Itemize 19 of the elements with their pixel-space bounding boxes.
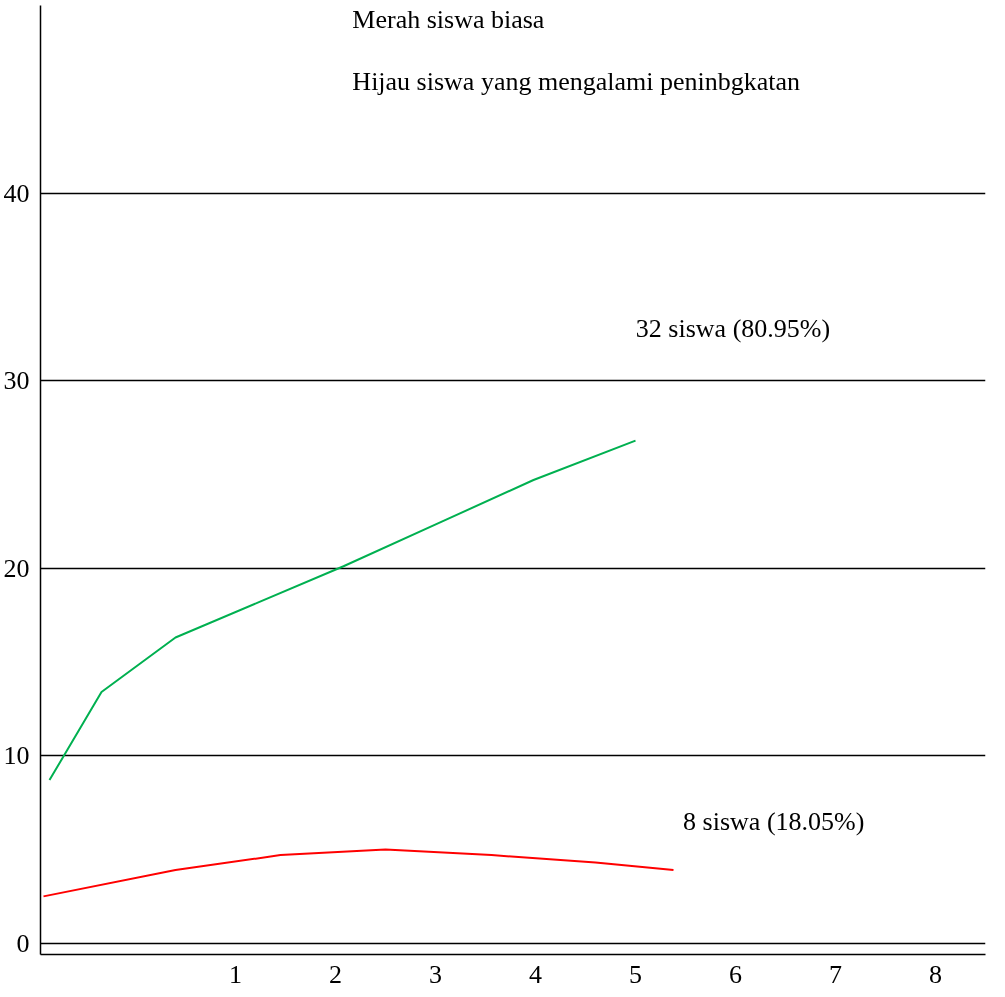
x-tick-label: 2 — [329, 959, 342, 989]
line-series — [48, 439, 637, 782]
annotation: Merah siswa biasa — [352, 5, 545, 35]
x-tick-label: 8 — [929, 959, 942, 989]
x-tick-label: 1 — [229, 959, 242, 989]
x-tick-label: 5 — [629, 959, 642, 989]
annotation: Hijau siswa yang mengalami peninbgkatan — [352, 66, 801, 96]
y-tick-label: 40 — [3, 178, 30, 208]
annotation: 8 siswa (18.05%) — [683, 807, 865, 837]
y-tick-label: 0 — [16, 928, 30, 958]
x-tick-label: 7 — [829, 959, 842, 989]
x-tick-label: 3 — [429, 959, 442, 989]
x-tick-label: 4 — [529, 959, 542, 989]
line-series — [42, 848, 675, 898]
x-tick-label: 6 — [729, 959, 742, 989]
y-tick-label: 20 — [3, 553, 30, 583]
y-tick-label: 30 — [3, 366, 30, 396]
y-tick-label: 10 — [3, 741, 30, 771]
annotation: 32 siswa (80.95%) — [635, 313, 831, 343]
